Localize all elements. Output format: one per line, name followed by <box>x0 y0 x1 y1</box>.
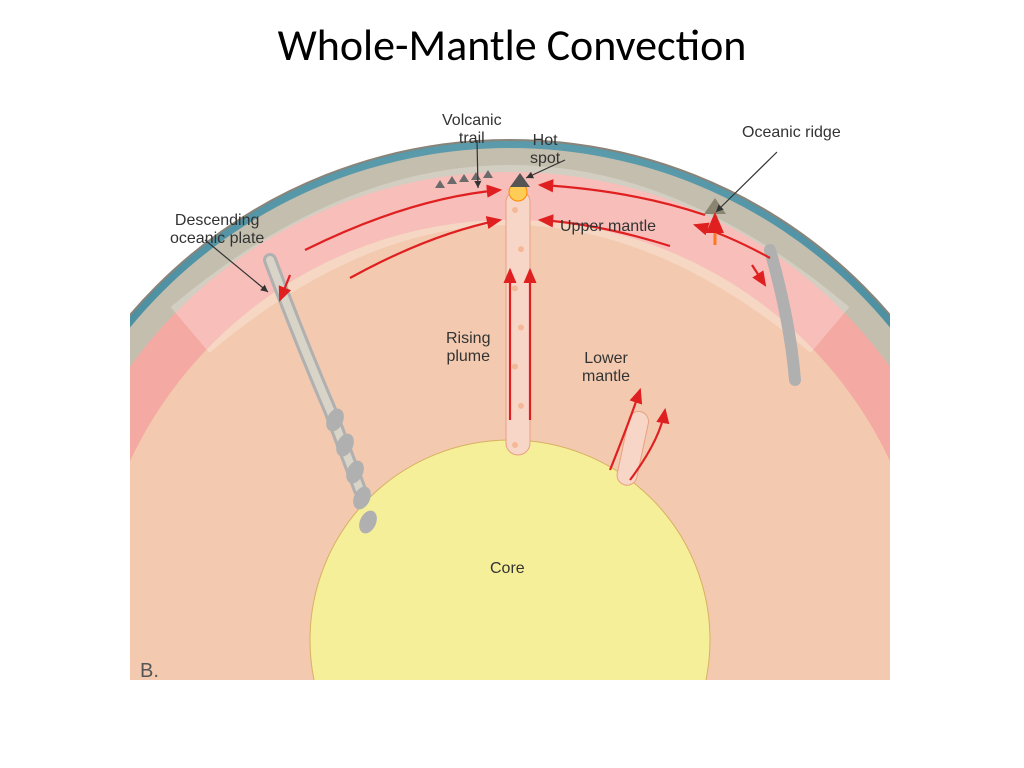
label-core: Core <box>490 560 525 578</box>
plume-bubble <box>512 442 518 448</box>
plume-bubble <box>512 285 518 291</box>
label-descending-plate: Descendingoceanic plate <box>170 212 264 249</box>
label-rising-plume: Risingplume <box>446 330 490 367</box>
plume-bubble <box>518 246 524 252</box>
earth-cross-section-diagram: VolcanictrailHotspotOceanic ridgeDescend… <box>130 120 890 680</box>
label-hot-spot: Hotspot <box>530 132 560 169</box>
label-upper-mantle: Upper mantle <box>560 218 656 236</box>
plume-bubble <box>518 403 524 409</box>
page-title: Whole-Mantle Convection <box>0 18 1024 72</box>
label-lower-mantle: Lowermantle <box>582 350 630 387</box>
plume-bubble <box>512 364 518 370</box>
plume-bubble <box>512 207 518 213</box>
figure-label: B. <box>140 660 159 683</box>
plume-bubble <box>518 325 524 331</box>
label-oceanic-ridge: Oceanic ridge <box>742 124 841 142</box>
diagram-svg <box>130 120 890 680</box>
label-volcanic-trail: Volcanictrail <box>442 112 502 149</box>
